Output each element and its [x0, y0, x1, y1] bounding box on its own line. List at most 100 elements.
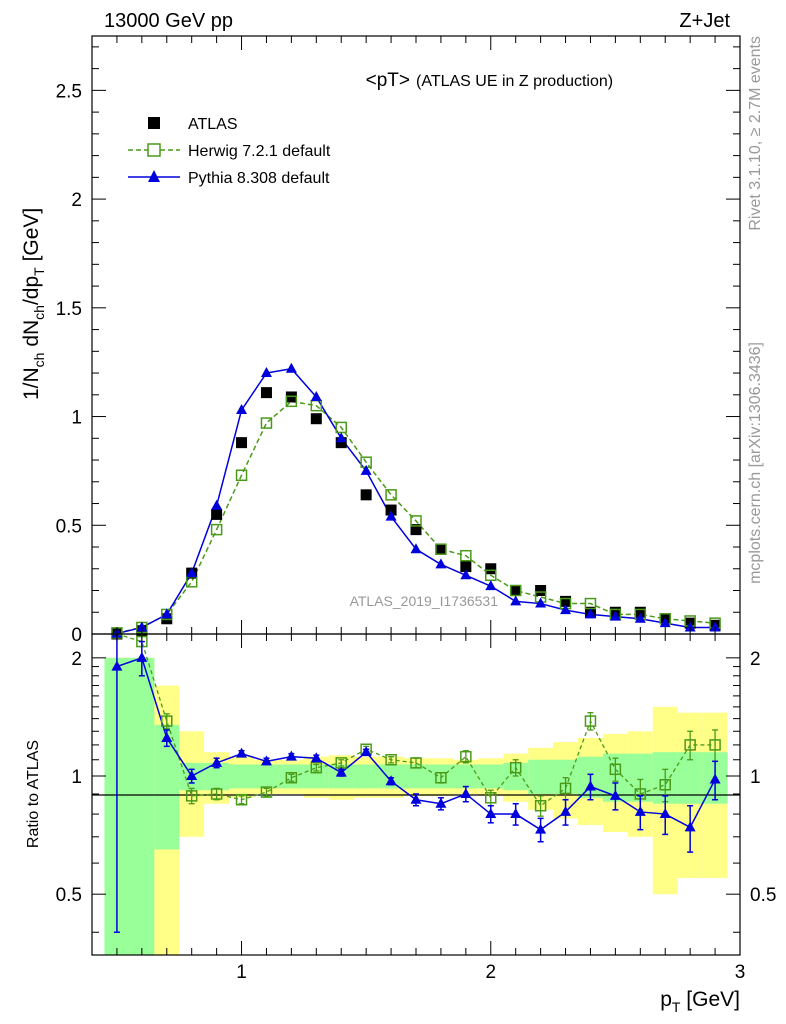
herwig-point	[485, 569, 497, 582]
ratio-y-tick-label: 1	[71, 767, 82, 788]
x-tick-label: 3	[735, 962, 746, 983]
herwig-point	[235, 469, 248, 482]
herwig-ratio-point	[709, 739, 721, 751]
pythia-ratio-point	[136, 651, 148, 662]
main-y-tick-label: 0.5	[56, 516, 82, 537]
herwig-point	[210, 523, 223, 536]
pythia-ratio-point	[186, 770, 198, 781]
atlas-point	[634, 606, 646, 618]
pythia-point	[236, 404, 248, 415]
ratio-y-tick-label: 2	[71, 649, 82, 670]
herwig-point	[385, 489, 397, 501]
pythia-ratio-point	[285, 750, 297, 761]
rivet-label: Rivet 3.1.10, ≥ 2.7M events	[747, 36, 764, 231]
ratio-y-tick-label-right: 2	[750, 649, 761, 670]
legend-marker-pythia	[148, 170, 160, 182]
herwig-ratio-point	[584, 715, 597, 727]
analysis-tag: ATLAS_2019_I1736531	[350, 593, 499, 609]
pythia-point	[410, 543, 422, 554]
uncertainty-band-green	[303, 764, 329, 789]
herwig-point	[410, 515, 422, 527]
pythia-point	[709, 621, 721, 632]
pythia-point	[435, 558, 447, 569]
herwig-point	[310, 399, 323, 412]
pythia-ratio-point	[111, 660, 123, 671]
herwig-ratio-point	[534, 799, 547, 812]
legend-label-pythia: Pythia 8.308 default	[188, 170, 330, 187]
pythia-point	[285, 362, 297, 373]
pythia-ratio-point	[510, 808, 522, 819]
atlas-point	[310, 413, 322, 425]
legend-label-atlas: ATLAS	[188, 116, 238, 133]
atlas-point	[560, 595, 572, 607]
main-y-tick-label: 1	[71, 408, 82, 429]
herwig-ratio-point	[485, 792, 497, 804]
uncertainty-band-green	[229, 764, 254, 789]
uncertainty-band-green	[254, 764, 279, 789]
legend: ATLAS Herwig 7.2.1 default Pythia 8.308 …	[128, 116, 331, 187]
pythia-ratio-point	[535, 823, 547, 834]
atlas-point	[260, 387, 272, 399]
herwig-ratio-point	[435, 771, 447, 784]
pythia-point	[460, 569, 472, 580]
herwig-ratio-point	[385, 754, 397, 766]
energy-label: 13000 GeV pp	[104, 10, 233, 32]
ratio-panel: 1 2 3 0.5 0.5 1 1 2 2 Ratio to ATLAS pT [GeV]	[25, 633, 776, 1015]
pythia-point	[310, 390, 322, 401]
main-y-tick-label: 2	[71, 190, 82, 211]
uncertainty-band-green	[403, 764, 429, 789]
pythia-point	[609, 610, 621, 621]
main-y-tick-label: 2.5	[56, 81, 82, 102]
x-axis-label: pT [GeV]	[660, 988, 740, 1015]
pythia-ratio-point	[360, 746, 372, 757]
atlas-point	[385, 504, 397, 516]
pythia-ratio-point	[460, 787, 472, 798]
herwig-point	[335, 421, 347, 434]
herwig-ratio-point	[684, 739, 696, 751]
pythia-point	[260, 367, 272, 378]
atlas-point	[435, 543, 447, 555]
pythia-ratio-point	[410, 793, 422, 804]
herwig-ratio-point	[659, 779, 671, 791]
ratio-y-tick-label: 0.5	[56, 885, 82, 906]
atlas-point	[335, 437, 347, 449]
atlas-point	[510, 585, 522, 597]
atlas-point	[535, 585, 547, 597]
legend-label-herwig: Herwig 7.2.1 default	[188, 143, 331, 160]
pythia-ratio-point	[385, 775, 397, 786]
herwig-ratio-point	[210, 788, 223, 800]
ratio-y-tick-label-right: 0.5	[750, 885, 776, 906]
pythia-ratio-point	[609, 789, 621, 800]
pythia-ratio-point	[435, 797, 447, 808]
pythia-point	[659, 617, 671, 628]
pythia-point	[335, 432, 347, 443]
x-tick-label: 2	[485, 962, 496, 983]
pythia-ratio-point	[560, 805, 572, 816]
pythia-ratio-point	[211, 756, 223, 767]
pythia-point	[634, 612, 646, 623]
pythia-ratio-point	[584, 780, 596, 791]
ratio-y-axis-label: Ratio to ATLAS	[25, 740, 42, 848]
herwig-point	[260, 417, 273, 429]
pythia-point	[510, 595, 522, 606]
plot-title-sub: (ATLAS UE in Z production)	[416, 73, 613, 90]
uncertainty-band-green	[453, 764, 479, 789]
pythia-ratio-point	[236, 747, 248, 758]
pythia-point	[535, 597, 547, 608]
pythia-ratio-point	[161, 731, 173, 742]
herwig-point	[460, 549, 472, 562]
herwig-point	[584, 597, 597, 610]
uncertainty-band-green	[353, 764, 379, 789]
pythia-point	[684, 621, 696, 632]
main-panel: 0 0.5 1 1.5 2 2.5 <pT> (ATLAS UE in Z product…	[20, 35, 741, 646]
pythia-point	[485, 580, 497, 591]
herwig-line	[116, 400, 716, 634]
legend-marker-atlas	[148, 117, 160, 129]
ratio-y-tick-label-right: 1	[750, 767, 761, 788]
pythia-point	[211, 499, 223, 510]
pythia-point	[385, 510, 397, 521]
pythia-ratio-point	[709, 773, 721, 784]
pythia-ratio-point	[485, 808, 497, 819]
herwig-ratio-point	[185, 790, 198, 802]
